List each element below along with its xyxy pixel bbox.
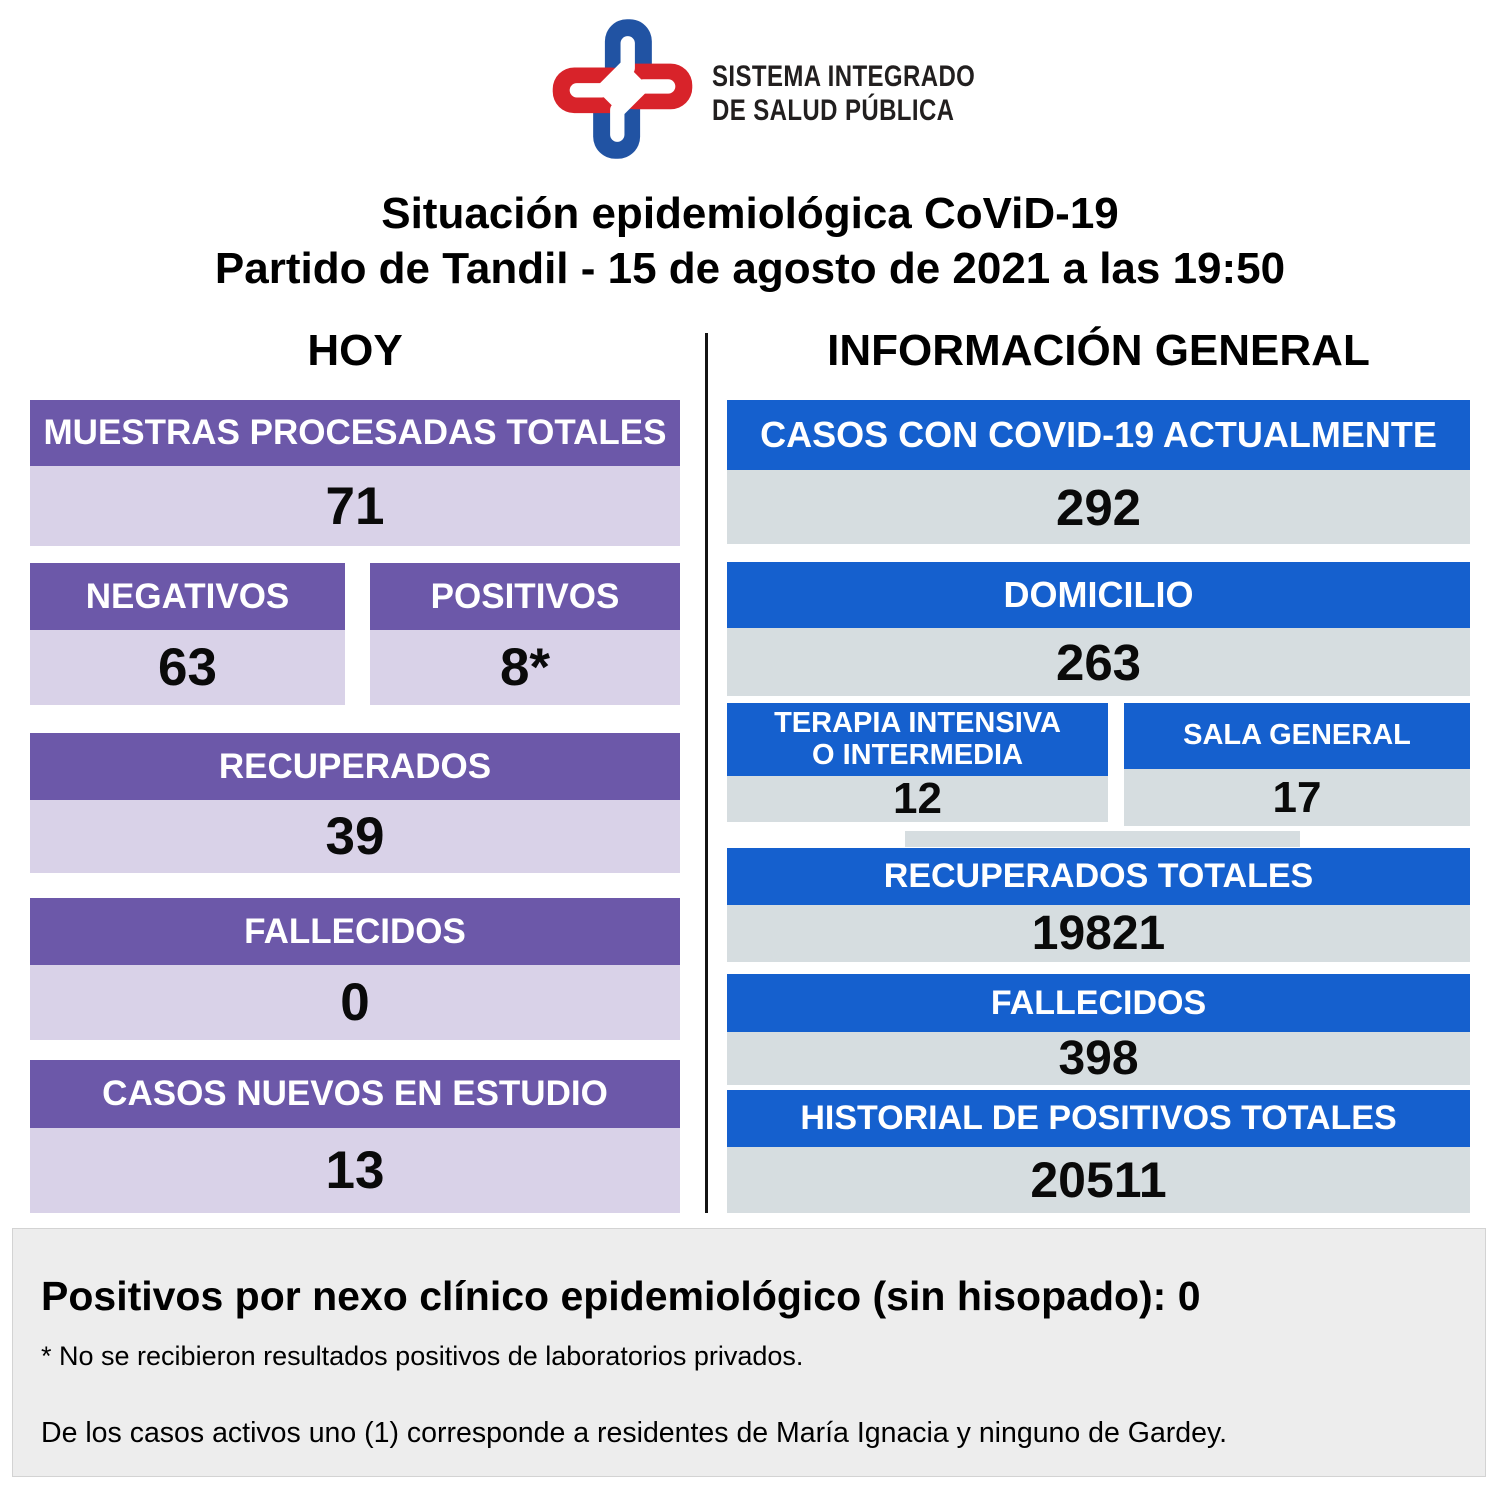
logo-wordmark-line1: SISTEMA INTEGRADO [712,60,976,93]
stat-label: TERAPIA INTENSIVA O INTERMEDIA [727,703,1108,776]
stat-value: 39 [30,800,680,873]
stat-box-terapia-intensiva: TERAPIA INTENSIVA O INTERMEDIA 12 [727,703,1108,822]
stat-box-fallecidos-totales: FALLECIDOS 398 [727,974,1470,1085]
stat-value: 19821 [727,905,1470,962]
stat-value: 0 [30,965,680,1040]
stat-box-casos-actuales: CASOS CON COVID-19 ACTUALMENTE 292 [727,400,1470,544]
stat-value: 13 [30,1128,680,1213]
stat-value: 8* [370,630,680,705]
stat-label: CASOS NUEVOS EN ESTUDIO [30,1060,680,1128]
general-heading: INFORMACIÓN GENERAL [827,326,1370,375]
stat-label: SALA GENERAL [1124,703,1470,769]
stat-label: MUESTRAS PROCESADAS TOTALES [30,400,680,466]
sisp-logo-icon [552,19,693,159]
stat-box-muestras-procesadas: MUESTRAS PROCESADAS TOTALES 71 [30,400,680,546]
logo-wordmark: SISTEMA INTEGRADO DE SALUD PÚBLICA [712,60,975,128]
stat-box-historial-positivos: HISTORIAL DE POSITIVOS TOTALES 20511 [727,1090,1470,1213]
stat-box-casos-nuevos-en-estudio: CASOS NUEVOS EN ESTUDIO 13 [30,1060,680,1213]
report-title: Situación epidemiológica CoViD-19 Partid… [0,186,1500,296]
stat-label: POSITIVOS [370,563,680,630]
stat-label: FALLECIDOS [727,974,1470,1032]
stat-value: 292 [727,470,1470,544]
today-heading: HOY [307,326,403,375]
logo-wordmark-line2: DE SALUD PÚBLICA [712,94,955,127]
stat-label: RECUPERADOS [30,733,680,800]
stat-value: 12 [727,776,1108,822]
stat-box-recuperados-totales: RECUPERADOS TOTALES 19821 [727,848,1470,962]
stat-box-recuperados-hoy: RECUPERADOS 39 [30,733,680,873]
notes-panel: Positivos por nexo clínico epidemiológic… [12,1228,1486,1477]
stat-value: 398 [727,1032,1470,1085]
stat-box-negativos: NEGATIVOS 63 [30,563,345,705]
stat-value: 63 [30,630,345,705]
spacer-strip [905,831,1300,847]
stat-value: 263 [727,628,1470,696]
stat-label: HISTORIAL DE POSITIVOS TOTALES [727,1090,1470,1147]
stat-value: 17 [1124,769,1470,826]
stat-label: DOMICILIO [727,562,1470,628]
stat-box-fallecidos-hoy: FALLECIDOS 0 [30,898,680,1040]
stat-label: FALLECIDOS [30,898,680,965]
note-laboratorios-privados: * No se recibieron resultados positivos … [41,1341,804,1371]
note-nexo-clinico: Positivos por nexo clínico epidemiológic… [41,1273,1201,1319]
stat-value: 71 [30,466,680,546]
stat-label: CASOS CON COVID-19 ACTUALMENTE [727,400,1470,470]
stat-label: NEGATIVOS [30,563,345,630]
stat-box-domicilio: DOMICILIO 263 [727,562,1470,696]
note-localidades: De los casos activos uno (1) corresponde… [41,1417,1228,1449]
column-divider [705,333,708,1213]
stat-box-positivos: POSITIVOS 8* [370,563,680,705]
report-title-line2: Partido de Tandil - 15 de agosto de 2021… [214,244,1286,293]
stat-value: 20511 [727,1147,1470,1213]
stat-label: RECUPERADOS TOTALES [727,848,1470,905]
stat-box-sala-general: SALA GENERAL 17 [1124,703,1470,826]
report-title-line1: Situación epidemiológica CoViD-19 [381,189,1119,238]
